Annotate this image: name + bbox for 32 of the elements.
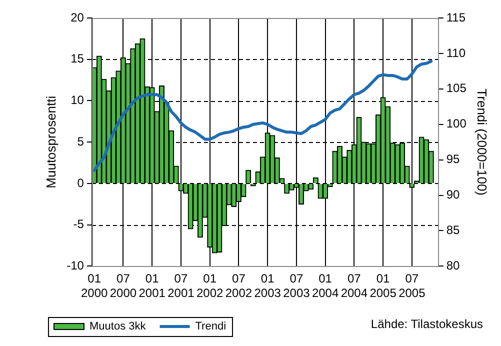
x-tick-label: 01 2001 <box>138 272 166 300</box>
y2-tick-label: 80 <box>446 258 460 273</box>
y-tick-label: 5 <box>77 134 84 148</box>
y-tick-label: -5 <box>73 217 84 232</box>
x-tick-label: 07 2001 <box>168 272 195 300</box>
y2-tick-label: 85 <box>446 223 460 238</box>
y2-tick-label: 95 <box>446 152 460 166</box>
legend-label: Trendi <box>195 320 226 333</box>
y2-tick-label: 110 <box>446 46 466 60</box>
y2-tick-label: 115 <box>446 10 466 24</box>
y-tick-label: 0 <box>77 176 84 190</box>
y2-axis-title: Trendi (2000=100) <box>474 88 490 196</box>
x-tick-label: 07 2005 <box>398 272 426 300</box>
legend-label: Muutos 3kk <box>90 320 146 333</box>
x-tick-label: 01 2004 <box>312 272 339 300</box>
y2-tick-label: 100 <box>446 116 467 131</box>
y-tick-label: 15 <box>70 52 84 66</box>
y2-tick-label: 90 <box>446 188 460 202</box>
x-tick-label: 01 2005 <box>370 272 397 300</box>
x-tick-label: 07 2000 <box>110 272 137 300</box>
text: Lähde: Tilastokeskus <box>370 316 483 331</box>
y-tick-label: 10 <box>70 93 84 108</box>
y-tick-label: -10 <box>66 258 84 273</box>
x-tick-label: 01 2003 <box>254 272 282 300</box>
x-tick-label: 07 2002 <box>225 272 252 300</box>
x-tick-label: 01 2002 <box>196 272 224 300</box>
x-tick-label: 07 2004 <box>340 272 368 300</box>
x-tick-label: 01 2000 <box>81 272 108 300</box>
x-tick-label: 07 2003 <box>283 272 310 300</box>
y-tick-label: 20 <box>70 10 84 24</box>
y2-tick-label: 105 <box>446 81 467 96</box>
y-axis-title: Muutosprosentti <box>43 96 58 188</box>
